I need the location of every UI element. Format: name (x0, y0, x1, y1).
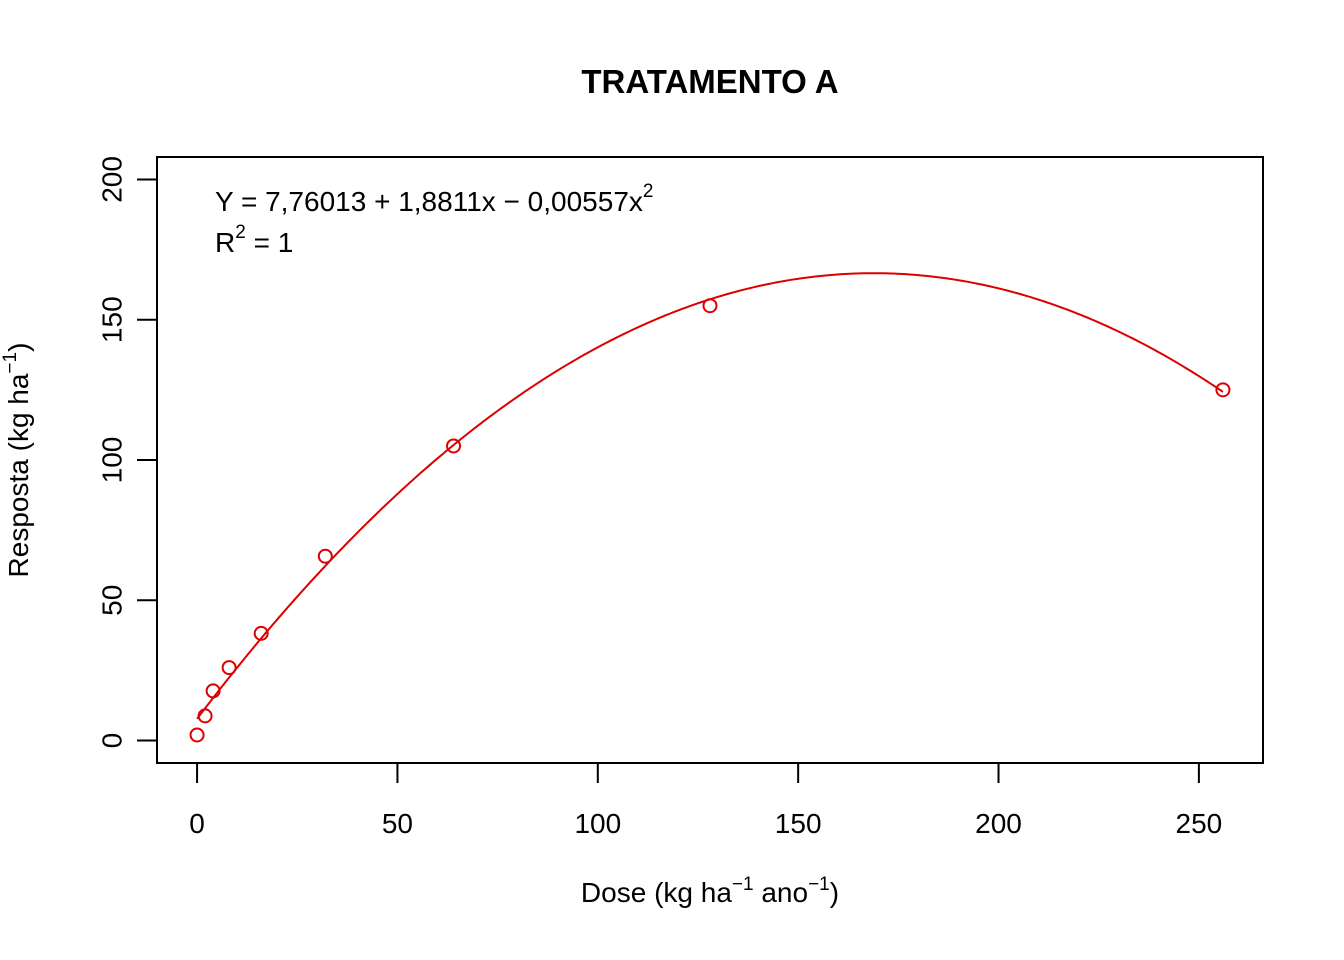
x-tick-label: 50 (382, 808, 413, 839)
data-point (221, 660, 237, 676)
plot-frame (156, 156, 1264, 764)
x-axis-label: Dose (kg ha−1 ano−1) (581, 874, 839, 908)
x-tick-label: 200 (975, 808, 1022, 839)
y-tick-label: 100 (97, 437, 128, 484)
data-point (1215, 382, 1231, 398)
fit-equation: Y = 7,76013 + 1,8811x − 0,00557x2 (215, 181, 653, 217)
data-point (446, 438, 462, 454)
y-tick-label: 200 (97, 156, 128, 203)
x-tick-label: 100 (574, 808, 621, 839)
x-tick-label: 0 (189, 808, 205, 839)
y-tick-label: 150 (97, 296, 128, 343)
data-point (317, 548, 333, 564)
x-tick-label: 250 (1176, 808, 1223, 839)
x-axis: 0 50 100 150 200 250 (189, 762, 1223, 839)
data-point (189, 727, 205, 743)
r-squared: R2 = 1 (215, 222, 293, 258)
y-tick-label: 50 (97, 585, 128, 616)
data-point (253, 625, 269, 641)
y-tick-label: 0 (97, 733, 128, 749)
data-point (197, 708, 213, 724)
x-tick-label: 150 (775, 808, 822, 839)
data-point (205, 683, 221, 699)
chart-title: TRATAMENTO A (581, 63, 838, 100)
fit-curve (196, 272, 1224, 720)
data-point (702, 298, 718, 314)
data-points (189, 298, 1231, 743)
y-axis: 0 50 100 150 200 (97, 156, 158, 748)
y-axis-label: Resposta (kg ha−1) (0, 343, 34, 578)
